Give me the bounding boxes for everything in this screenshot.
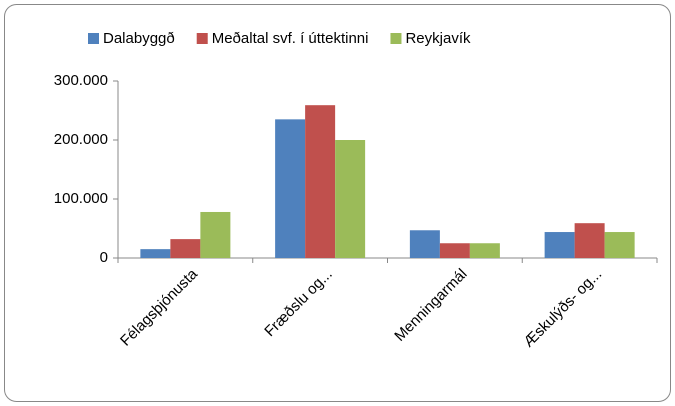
bar [335,140,366,258]
legend-swatch [390,33,402,44]
legend-label: Reykjavík [405,30,471,47]
bar [170,239,201,258]
y-tick-label: 0 [100,249,108,266]
bar [574,223,605,258]
bar [439,243,470,258]
bar [140,249,171,258]
bar [544,232,575,258]
bar [469,243,500,258]
bar [604,232,635,258]
y-tick-label: 300.000 [54,72,108,89]
y-tick-label: 100.000 [54,190,108,207]
legend-swatch [88,33,99,44]
legend-label: Meðaltal svf. í úttektinni [212,30,369,47]
legend-label: Dalabyggð [103,30,175,47]
bar [200,211,231,258]
bar [275,119,306,258]
bar [409,230,440,258]
bar [305,105,336,258]
legend-swatch [196,33,208,44]
y-tick-label: 200.000 [54,131,108,148]
